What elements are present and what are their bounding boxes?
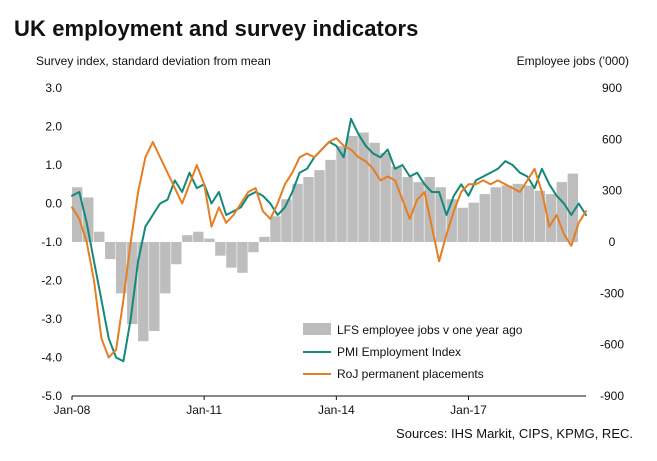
y-left-tick-label: -5.0 bbox=[41, 389, 62, 403]
y-left-tick-label: -1.0 bbox=[41, 235, 62, 249]
lfs-bar bbox=[237, 242, 248, 273]
lfs-bar bbox=[226, 242, 237, 268]
y-right-tick-label: 300 bbox=[602, 184, 622, 198]
lfs-bar bbox=[358, 132, 369, 242]
lfs-bar bbox=[512, 183, 523, 242]
lfs-bar bbox=[270, 216, 281, 242]
lfs-bar bbox=[424, 176, 435, 242]
lfs-bar bbox=[314, 170, 325, 242]
y-left-tick-label: 1.0 bbox=[45, 158, 62, 172]
legend-label: PMI Employment Index bbox=[337, 345, 461, 359]
x-tick-label: Jan-11 bbox=[186, 403, 222, 417]
lfs-bar bbox=[149, 242, 160, 331]
lfs-bar bbox=[83, 197, 94, 242]
lfs-bar bbox=[127, 242, 138, 325]
right-axis-label: Employee jobs ('000) bbox=[516, 54, 629, 68]
lfs-bar bbox=[94, 231, 105, 242]
lfs-bar bbox=[413, 182, 424, 242]
lfs-bar bbox=[479, 194, 490, 242]
x-tick-label: Jan-08 bbox=[54, 403, 91, 417]
lfs-bar bbox=[457, 207, 468, 242]
lfs-bar bbox=[523, 185, 534, 242]
lfs-bar bbox=[402, 176, 413, 242]
lfs-bar bbox=[105, 242, 116, 260]
lfs-bar bbox=[325, 159, 336, 242]
lfs-bar bbox=[501, 185, 512, 242]
lfs-bar bbox=[292, 183, 303, 242]
roj-line bbox=[71, 137, 587, 359]
y-right-tick-label: 600 bbox=[602, 132, 622, 146]
axes-layer: 3.0 2.0 1.0 0.0 -1.0 -2.0 -3.0 -4.0 -5.0 900 600 30… bbox=[41, 81, 624, 417]
y-right-tick-label: 900 bbox=[602, 81, 622, 95]
lfs-bar bbox=[215, 242, 226, 256]
lfs-bar bbox=[116, 242, 127, 294]
y-left-tick-label: 0.0 bbox=[45, 197, 62, 211]
lfs-bar bbox=[160, 242, 171, 294]
lfs-bar bbox=[204, 238, 215, 242]
lfs-bar bbox=[336, 146, 347, 242]
y-left-tick-label: 3.0 bbox=[45, 81, 62, 95]
legend-swatch-lfs bbox=[303, 323, 331, 335]
y-right-tick-label: -600 bbox=[600, 338, 624, 352]
lfs-bar bbox=[391, 166, 402, 242]
lfs-bar bbox=[193, 231, 204, 242]
lfs-bar bbox=[435, 187, 446, 242]
legend-label: RoJ permanent placements bbox=[337, 367, 484, 381]
legend-label: LFS employee jobs v one year ago bbox=[337, 323, 523, 337]
lfs-bar bbox=[468, 202, 479, 242]
lfs-bar bbox=[259, 236, 270, 242]
legend: LFS employee jobs v one year ago PMI Empl… bbox=[303, 323, 523, 381]
lfs-bar bbox=[567, 173, 579, 242]
chart-title: UK employment and survey indicators bbox=[14, 16, 419, 41]
y-right-tick-label: -300 bbox=[600, 286, 624, 300]
lfs-bar bbox=[138, 242, 149, 342]
y-right-tick-label: 0 bbox=[609, 235, 616, 249]
x-tick-label: Jan-14 bbox=[318, 403, 355, 417]
bars-layer bbox=[72, 132, 579, 342]
lfs-bar bbox=[380, 153, 391, 242]
lfs-bar bbox=[369, 142, 380, 242]
y-left-tick-label: -2.0 bbox=[41, 274, 62, 288]
lfs-bar bbox=[171, 242, 182, 265]
y-left-tick-label: -4.0 bbox=[41, 351, 62, 365]
lfs-bar bbox=[248, 242, 259, 253]
lfs-bar bbox=[556, 182, 568, 242]
y-left-tick-label: -3.0 bbox=[41, 312, 62, 326]
lfs-bar bbox=[545, 194, 557, 242]
lfs-bar bbox=[347, 135, 358, 242]
lines-layer bbox=[71, 117, 587, 363]
lfs-bar bbox=[303, 176, 314, 242]
lfs-bar bbox=[534, 190, 546, 242]
left-axis-label: Survey index, standard deviation from me… bbox=[36, 54, 271, 68]
lfs-bar bbox=[490, 187, 501, 242]
x-tick-label: Jan-17 bbox=[450, 403, 487, 417]
source-note: Sources: IHS Markit, CIPS, KPMG, REC. bbox=[396, 426, 633, 441]
lfs-bar bbox=[281, 199, 292, 242]
y-left-tick-label: 2.0 bbox=[45, 120, 62, 134]
lfs-bar bbox=[182, 235, 193, 242]
y-right-tick-label: -900 bbox=[600, 389, 624, 403]
